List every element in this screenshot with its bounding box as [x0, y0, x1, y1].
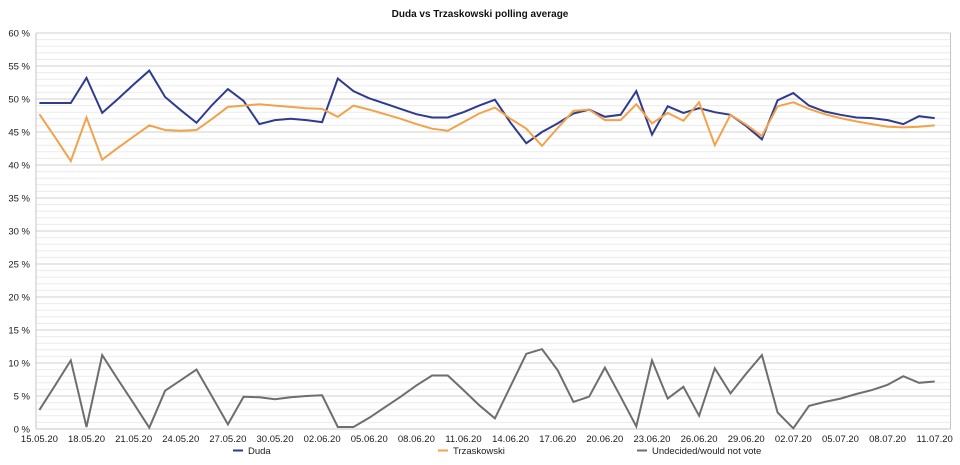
x-tick-label: 11.06.20	[445, 434, 481, 445]
x-tick-label: 21.05.20	[115, 434, 152, 445]
y-axis-labels: 0 % 5 % 10 % 15 % 20 % 25 % 30 % 35 % 40 % 45 % 50…	[8, 29, 30, 436]
x-tick-label: 24.05.20	[162, 434, 199, 445]
x-tick-label: 30.05.20	[257, 434, 294, 445]
y-tick-label: 25 %	[8, 260, 30, 271]
y-tick-label: 60 %	[8, 29, 30, 40]
x-tick-label: 02.07.20	[775, 434, 812, 445]
y-tick-label: 35 %	[8, 194, 30, 205]
x-tick-label: 08.07.20	[869, 434, 906, 445]
y-tick-label: 10 %	[8, 359, 30, 370]
y-tick-label: 50 %	[8, 95, 30, 106]
trzaskowski-line	[38, 100, 935, 164]
duda-line	[39, 69, 935, 145]
legend: Duda Trzaskowski Undecided/would not vot…	[233, 446, 761, 457]
x-tick-label: 11.07.20	[917, 434, 953, 445]
gridlines	[35, 32, 951, 430]
x-tick-label: 05.06.20	[351, 434, 388, 445]
x-tick-label: 20.06.20	[586, 434, 623, 445]
x-tick-label: 14.06.20	[492, 434, 529, 445]
x-tick-label: 18.05.20	[68, 434, 105, 445]
y-tick-label: 30 %	[8, 227, 30, 238]
x-tick-label: 02.06.20	[304, 434, 341, 445]
x-tick-label: 26.06.20	[681, 434, 718, 445]
legend-item-duda: Duda	[233, 446, 271, 457]
trzaskowski-legend-label: Trzaskowski	[453, 446, 505, 457]
x-tick-label: 29.06.20	[728, 434, 765, 445]
x-tick-label: 23.06.20	[633, 434, 670, 445]
y-tick-label: 45 %	[8, 128, 30, 139]
y-tick-label: 55 %	[8, 62, 30, 73]
y-tick-label: 40 %	[8, 161, 30, 172]
y-tick-label: 5 %	[14, 392, 31, 403]
x-axis-labels: 15.05.20 18.05.20 21.05.20 24.05.20 27.05.20…	[21, 434, 953, 445]
y-tick-label: 20 %	[8, 293, 30, 304]
chart-title: Duda vs Trzaskowski polling average	[392, 9, 569, 20]
legend-item-undecided: Undecided/would not vote	[637, 446, 761, 457]
x-tick-label: 15.05.20	[21, 434, 58, 445]
x-tick-label: 08.06.20	[398, 434, 435, 445]
x-tick-label: 05.07.20	[822, 434, 859, 445]
undecided-legend-label: Undecided/would not vote	[652, 446, 761, 457]
y-tick-label: 15 %	[8, 326, 30, 337]
legend-item-trzaskowski: Trzaskowski	[438, 446, 505, 457]
x-tick-label: 27.05.20	[209, 434, 246, 445]
duda-legend-label: Duda	[248, 446, 271, 457]
undecided-line	[38, 347, 935, 430]
y-tick-label: 0 %	[14, 425, 31, 436]
x-tick-label: 17.06.20	[539, 434, 576, 445]
